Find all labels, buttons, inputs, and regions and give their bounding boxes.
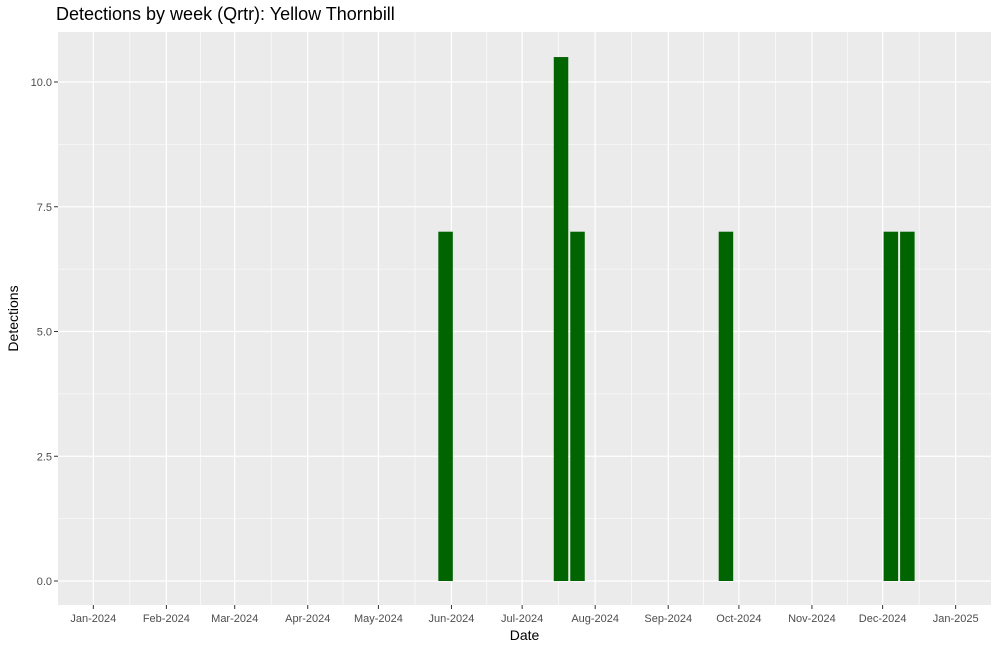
y-tick-label: 0.0 bbox=[37, 576, 52, 588]
bar-2 bbox=[570, 231, 585, 581]
y-tick-label: 2.5 bbox=[37, 451, 52, 463]
bar-4 bbox=[883, 231, 899, 581]
y-tick-label: 10.0 bbox=[31, 77, 52, 89]
y-axis-title: Detections bbox=[5, 285, 21, 351]
minor-gridlines bbox=[58, 32, 991, 605]
x-tick-label: Dec-2024 bbox=[859, 613, 907, 625]
x-axis-title: Date bbox=[510, 627, 540, 643]
bar-5 bbox=[900, 231, 915, 581]
y-tick-label: 5.0 bbox=[37, 327, 52, 339]
x-tick-label: Jul-2024 bbox=[501, 613, 543, 625]
x-tick-label: May-2024 bbox=[354, 613, 403, 625]
x-tick-label: Sep-2024 bbox=[644, 613, 692, 625]
x-tick-label: Feb-2024 bbox=[143, 613, 190, 625]
bar-1 bbox=[553, 57, 569, 582]
bars-group bbox=[438, 57, 915, 582]
y-tick-label: 7.5 bbox=[37, 202, 52, 214]
major-gridlines bbox=[58, 32, 991, 605]
x-tick-label: Oct-2024 bbox=[716, 613, 761, 625]
x-tick-label: Apr-2024 bbox=[285, 613, 330, 625]
plot-panel bbox=[58, 32, 991, 605]
y-axis: 0.0 2.5 5.0 7.5 10.0 bbox=[31, 77, 58, 588]
x-tick-label: Nov-2024 bbox=[788, 613, 836, 625]
x-tick-label: Jan-2025 bbox=[933, 613, 979, 625]
x-axis: Jan-2024 Feb-2024 Mar-2024 Apr-2024 May-2024… bbox=[70, 605, 979, 625]
bar-0 bbox=[438, 231, 453, 581]
x-tick-label: Mar-2024 bbox=[211, 613, 258, 625]
x-tick-label: Aug-2024 bbox=[571, 613, 619, 625]
x-tick-label: Jun-2024 bbox=[429, 613, 475, 625]
x-tick-label: Jan-2024 bbox=[70, 613, 116, 625]
chart-title: Detections by week (Qrtr): Yellow Thornb… bbox=[56, 4, 395, 24]
bar-3 bbox=[718, 231, 734, 581]
